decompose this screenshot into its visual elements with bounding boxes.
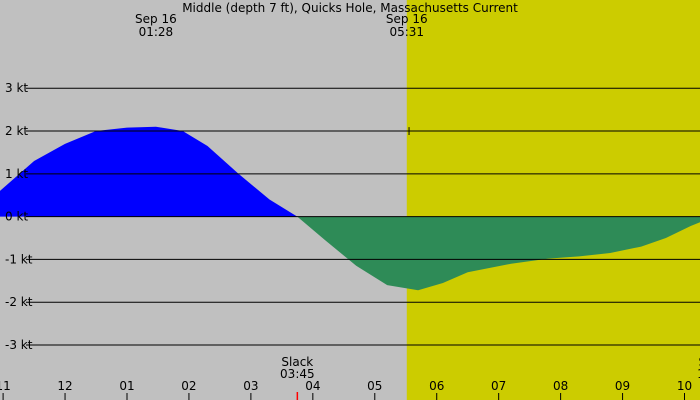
top-event-date: Sep 16 (386, 12, 428, 26)
current-areas (0, 126, 700, 291)
daylight-bands (406, 0, 700, 400)
top-event-date: Sep 16 (135, 12, 177, 26)
x-tick-label: 08 (553, 379, 568, 393)
x-tick-label: 12 (57, 379, 72, 393)
chart-title: Middle (depth 7 ft), Quicks Hole, Massac… (182, 1, 518, 15)
x-tick-label: 11 (0, 379, 11, 393)
x-tick-label: 09 (615, 379, 630, 393)
x-tick-label: 05 (367, 379, 382, 393)
bottom-event-time: 03:45 (280, 367, 315, 381)
daylight-band (406, 0, 700, 400)
x-tick-label: 02 (181, 379, 196, 393)
max-flood-marker: + (404, 124, 414, 138)
bottom-event-labels: Slack03:45Slack10:29Mrise12:25Slack16:05… (280, 355, 700, 400)
y-tick-label: 1 kt (5, 167, 28, 181)
bottom-event-name: Slack (281, 355, 313, 369)
y-tick-label: -3 kt (5, 338, 33, 352)
top-event-time: 01:28 (139, 25, 174, 39)
x-tick-label: 03 (243, 379, 258, 393)
x-tick-label: 06 (429, 379, 444, 393)
flood-area (0, 126, 298, 217)
x-tick-label: 01 (119, 379, 134, 393)
bottom-event-name: Slack (699, 355, 700, 369)
ebb-area (297, 216, 700, 291)
x-tick-label: 10 (677, 379, 692, 393)
top-event-time: 05:31 (389, 25, 424, 39)
x-tick-label: 04 (305, 379, 320, 393)
x-tick-label: 07 (491, 379, 506, 393)
y-tick-label: 0 kt (5, 210, 28, 224)
y-tick-label: 2 kt (5, 124, 28, 138)
x-axis: 1112010203040506070809101112010203040506… (0, 379, 692, 400)
y-tick-label: 3 kt (5, 81, 28, 95)
y-tick-label: -2 kt (5, 295, 33, 309)
bottom-event-time: 10:29 (697, 367, 700, 381)
y-tick-label: -1 kt (5, 252, 33, 266)
grid-lines (26, 87, 700, 346)
y-axis-labels: 3 kt 2 kt 1 kt 0 kt -1 kt -2 kt -3 kt (5, 81, 33, 352)
